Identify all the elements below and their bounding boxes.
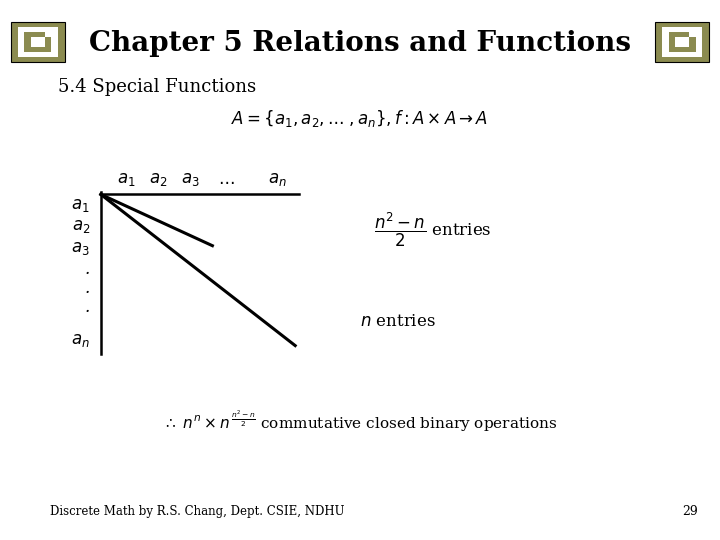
- Text: .: .: [85, 299, 90, 316]
- Text: $\dfrac{n^2 - n}{2}$ entries: $\dfrac{n^2 - n}{2}$ entries: [374, 211, 492, 248]
- Text: $a_3$: $a_3$: [181, 171, 200, 188]
- Text: Discrete Math by R.S. Chang, Dept. CSIE, NDHU: Discrete Math by R.S. Chang, Dept. CSIE,…: [50, 505, 345, 518]
- Text: $\ldots$: $\ldots$: [218, 171, 235, 188]
- Text: $n$ entries: $n$ entries: [360, 313, 436, 330]
- Text: $a_3$: $a_3$: [71, 240, 90, 257]
- Text: .: .: [85, 261, 90, 279]
- Text: $a_1$: $a_1$: [71, 197, 90, 214]
- Bar: [669, 32, 696, 52]
- Bar: [45, 32, 51, 37]
- Text: $\therefore\; n^n \times n^{\,\frac{n^2-n}{2}}$ commutative closed binary operat: $\therefore\; n^n \times n^{\,\frac{n^2-…: [163, 409, 557, 434]
- Text: $a_n$: $a_n$: [268, 171, 287, 188]
- Bar: [655, 22, 709, 62]
- Text: $a_2$: $a_2$: [149, 171, 168, 188]
- Text: 29: 29: [683, 505, 698, 518]
- Text: $A = \{a_1, a_2, \ldots\;, a_n\}, f: A \times A \rightarrow A$: $A = \{a_1, a_2, \ldots\;, a_n\}, f: A \…: [232, 108, 488, 129]
- Text: $a_1$: $a_1$: [117, 171, 135, 188]
- Text: .: .: [85, 280, 90, 298]
- Bar: [675, 37, 689, 47]
- Bar: [662, 26, 703, 57]
- Bar: [24, 32, 51, 52]
- Text: 5.4 Special Functions: 5.4 Special Functions: [58, 78, 256, 96]
- Bar: [31, 37, 45, 47]
- Bar: [689, 32, 696, 37]
- Text: $a_n$: $a_n$: [71, 332, 90, 349]
- Bar: [11, 22, 65, 62]
- Bar: [17, 26, 58, 57]
- Text: $a_2$: $a_2$: [71, 218, 90, 235]
- Text: Chapter 5 Relations and Functions: Chapter 5 Relations and Functions: [89, 30, 631, 57]
